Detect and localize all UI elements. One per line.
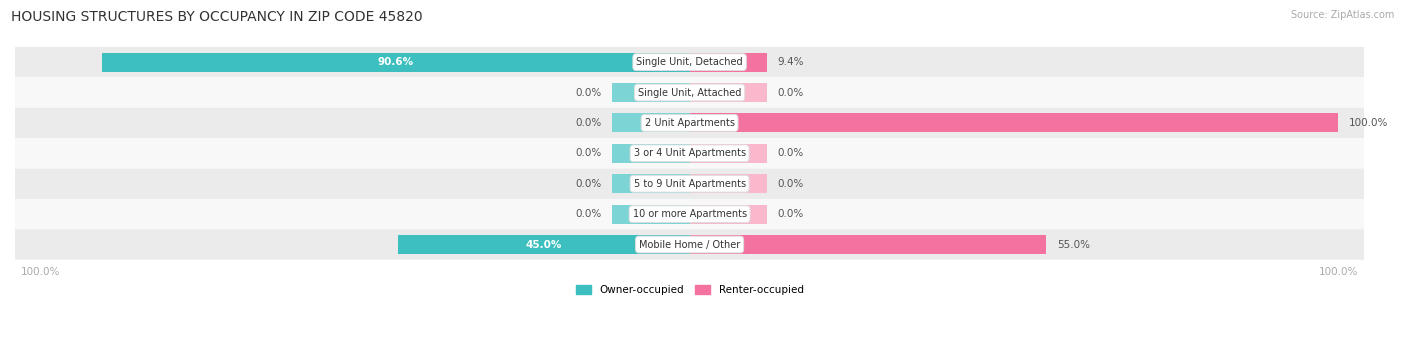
- Text: Single Unit, Detached: Single Unit, Detached: [637, 57, 742, 67]
- Text: 0.0%: 0.0%: [575, 179, 602, 189]
- Text: 0.0%: 0.0%: [778, 148, 804, 158]
- Bar: [398, 235, 689, 254]
- FancyBboxPatch shape: [15, 77, 1364, 108]
- Text: 9.4%: 9.4%: [778, 57, 804, 67]
- Text: Mobile Home / Other: Mobile Home / Other: [638, 239, 740, 250]
- Text: Single Unit, Attached: Single Unit, Attached: [638, 88, 741, 97]
- Text: 0.0%: 0.0%: [575, 209, 602, 219]
- Text: 0.0%: 0.0%: [778, 88, 804, 97]
- Bar: [689, 53, 768, 71]
- Text: 100.0%: 100.0%: [1348, 118, 1388, 128]
- Bar: [689, 205, 768, 224]
- Bar: [689, 235, 1046, 254]
- Bar: [612, 205, 689, 224]
- FancyBboxPatch shape: [15, 47, 1364, 77]
- Bar: [612, 83, 689, 102]
- Bar: [612, 174, 689, 193]
- FancyBboxPatch shape: [15, 229, 1364, 260]
- Text: 3 or 4 Unit Apartments: 3 or 4 Unit Apartments: [634, 148, 745, 158]
- Text: 0.0%: 0.0%: [575, 148, 602, 158]
- Text: Source: ZipAtlas.com: Source: ZipAtlas.com: [1291, 10, 1395, 20]
- Bar: [689, 144, 768, 163]
- Bar: [101, 53, 689, 71]
- Text: 55.0%: 55.0%: [1057, 239, 1090, 250]
- Text: 90.6%: 90.6%: [378, 57, 413, 67]
- FancyBboxPatch shape: [15, 108, 1364, 138]
- Text: 0.0%: 0.0%: [778, 179, 804, 189]
- Bar: [612, 144, 689, 163]
- Text: 0.0%: 0.0%: [575, 88, 602, 97]
- Text: 45.0%: 45.0%: [526, 239, 562, 250]
- Text: 2 Unit Apartments: 2 Unit Apartments: [644, 118, 734, 128]
- Text: HOUSING STRUCTURES BY OCCUPANCY IN ZIP CODE 45820: HOUSING STRUCTURES BY OCCUPANCY IN ZIP C…: [11, 10, 423, 24]
- Bar: [612, 114, 689, 132]
- Bar: [689, 83, 768, 102]
- FancyBboxPatch shape: [15, 199, 1364, 229]
- Text: 0.0%: 0.0%: [575, 118, 602, 128]
- Bar: [689, 174, 768, 193]
- Text: 10 or more Apartments: 10 or more Apartments: [633, 209, 747, 219]
- Text: 5 to 9 Unit Apartments: 5 to 9 Unit Apartments: [634, 179, 745, 189]
- FancyBboxPatch shape: [15, 138, 1364, 169]
- FancyBboxPatch shape: [15, 169, 1364, 199]
- Legend: Owner-occupied, Renter-occupied: Owner-occupied, Renter-occupied: [571, 281, 807, 299]
- Bar: [689, 114, 1339, 132]
- Text: 0.0%: 0.0%: [778, 209, 804, 219]
